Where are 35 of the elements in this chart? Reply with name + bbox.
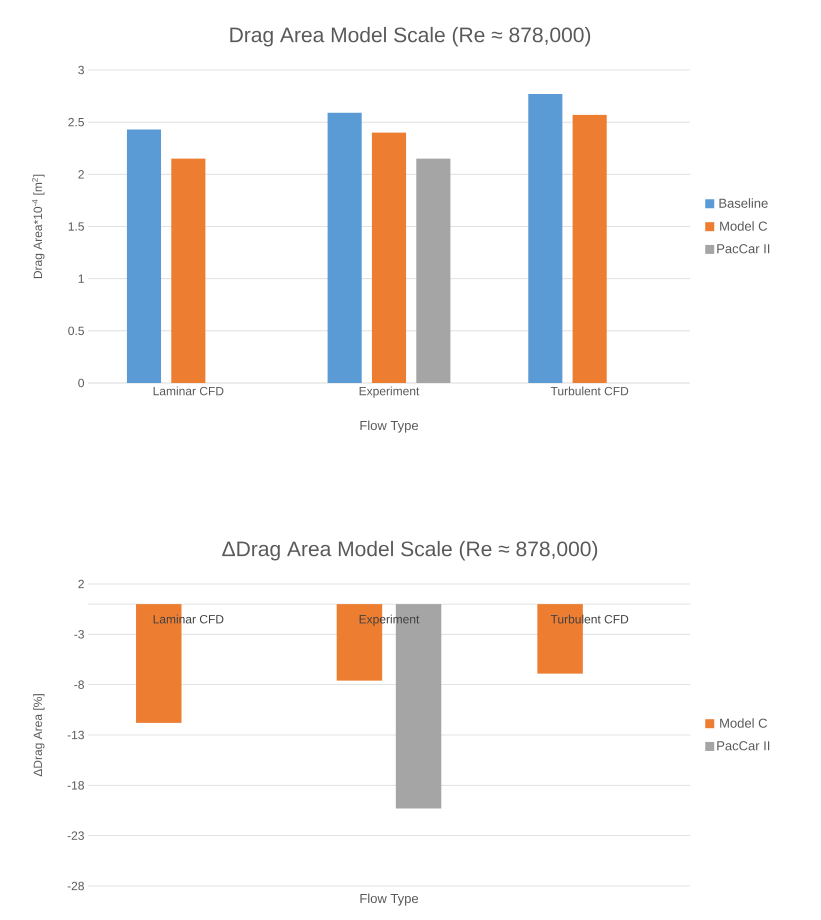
y-axis-title: ΔDrag Area [%]	[33, 694, 44, 776]
bar	[372, 132, 406, 383]
y-tick-label: 0.5	[68, 326, 84, 336]
legend-label: PacCar II	[717, 741, 770, 750]
y-tick-label: -18	[68, 781, 84, 790]
y-tick-label: -28	[68, 882, 84, 890]
y-tick-label: -3	[74, 630, 84, 639]
chart-title: ΔDrag Area Model Scale (Re ≈ 878,000)	[222, 540, 598, 560]
x-tick-label: Laminar CFD	[154, 386, 224, 396]
y-axis-title: Drag Area*10$^{-4}$ [m$^{2}$]	[32, 174, 44, 278]
y-tick-label: 0	[78, 378, 84, 388]
bar	[126, 129, 162, 383]
legend-label: PacCar II	[717, 244, 770, 254]
x-axis-title: Flow Type	[360, 894, 418, 906]
y-tick-label: 2.5	[68, 118, 84, 126]
bar	[416, 158, 450, 383]
x-tick-label: Turbulent CFD	[550, 386, 628, 396]
y-tick-label: -13	[68, 730, 84, 740]
y-tick-label: 2	[78, 580, 84, 588]
legend-label: Model C	[720, 221, 768, 231]
y-tick-label: -8	[74, 680, 84, 689]
bar	[171, 158, 206, 383]
legend-label: Baseline	[719, 198, 768, 208]
y-tick-label: 2	[78, 170, 84, 179]
y-tick-label: 3	[78, 66, 84, 74]
x-tick-label: Experiment	[360, 386, 420, 398]
bar	[328, 112, 362, 383]
chart-title: Drag Area Model Scale (Re ≈ 878,000)	[230, 26, 590, 46]
x-axis-title: Flow Type	[360, 420, 418, 433]
bar	[572, 114, 607, 383]
bar	[528, 94, 562, 383]
legend-label: Model C	[720, 718, 768, 728]
y-tick-label: 1	[78, 274, 84, 283]
y-tick-label: 1.5	[68, 222, 84, 231]
y-tick-label: -23	[68, 831, 84, 840]
